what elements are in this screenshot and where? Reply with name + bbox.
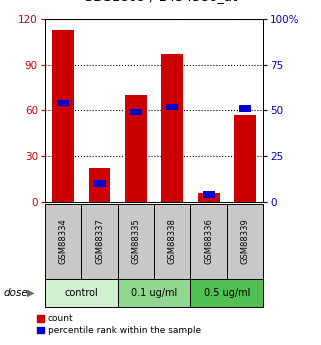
Text: GSM88337: GSM88337 — [95, 219, 104, 264]
Text: ▶: ▶ — [27, 288, 35, 298]
Text: GSM88338: GSM88338 — [168, 219, 177, 264]
Text: 0.1 ug/ml: 0.1 ug/ml — [131, 288, 177, 298]
Bar — [239, 105, 251, 112]
Bar — [45, 279, 118, 307]
Bar — [234, 115, 256, 202]
Bar — [125, 95, 147, 202]
Text: dose: dose — [3, 288, 28, 298]
Text: GDS1809 / 1454586_at: GDS1809 / 1454586_at — [83, 0, 238, 3]
Bar — [118, 279, 190, 307]
Bar — [190, 279, 263, 307]
Text: GSM88335: GSM88335 — [131, 219, 140, 264]
Bar — [89, 168, 110, 202]
Bar — [130, 109, 142, 116]
Bar — [161, 54, 183, 202]
Text: GSM88334: GSM88334 — [59, 219, 68, 264]
Bar — [198, 193, 220, 202]
Text: 0.5 ug/ml: 0.5 ug/ml — [204, 288, 250, 298]
Bar — [154, 204, 190, 279]
Legend: count, percentile rank within the sample: count, percentile rank within the sample — [33, 311, 204, 339]
Bar — [57, 100, 69, 106]
Text: GSM88336: GSM88336 — [204, 219, 213, 264]
Text: control: control — [65, 288, 98, 298]
Bar — [45, 204, 81, 279]
Bar — [93, 180, 106, 187]
Bar — [203, 191, 215, 198]
Text: GSM88339: GSM88339 — [240, 219, 249, 264]
Bar — [118, 204, 154, 279]
Bar — [166, 104, 178, 110]
Bar — [190, 204, 227, 279]
Bar — [52, 30, 74, 202]
Bar — [81, 204, 118, 279]
Bar — [227, 204, 263, 279]
